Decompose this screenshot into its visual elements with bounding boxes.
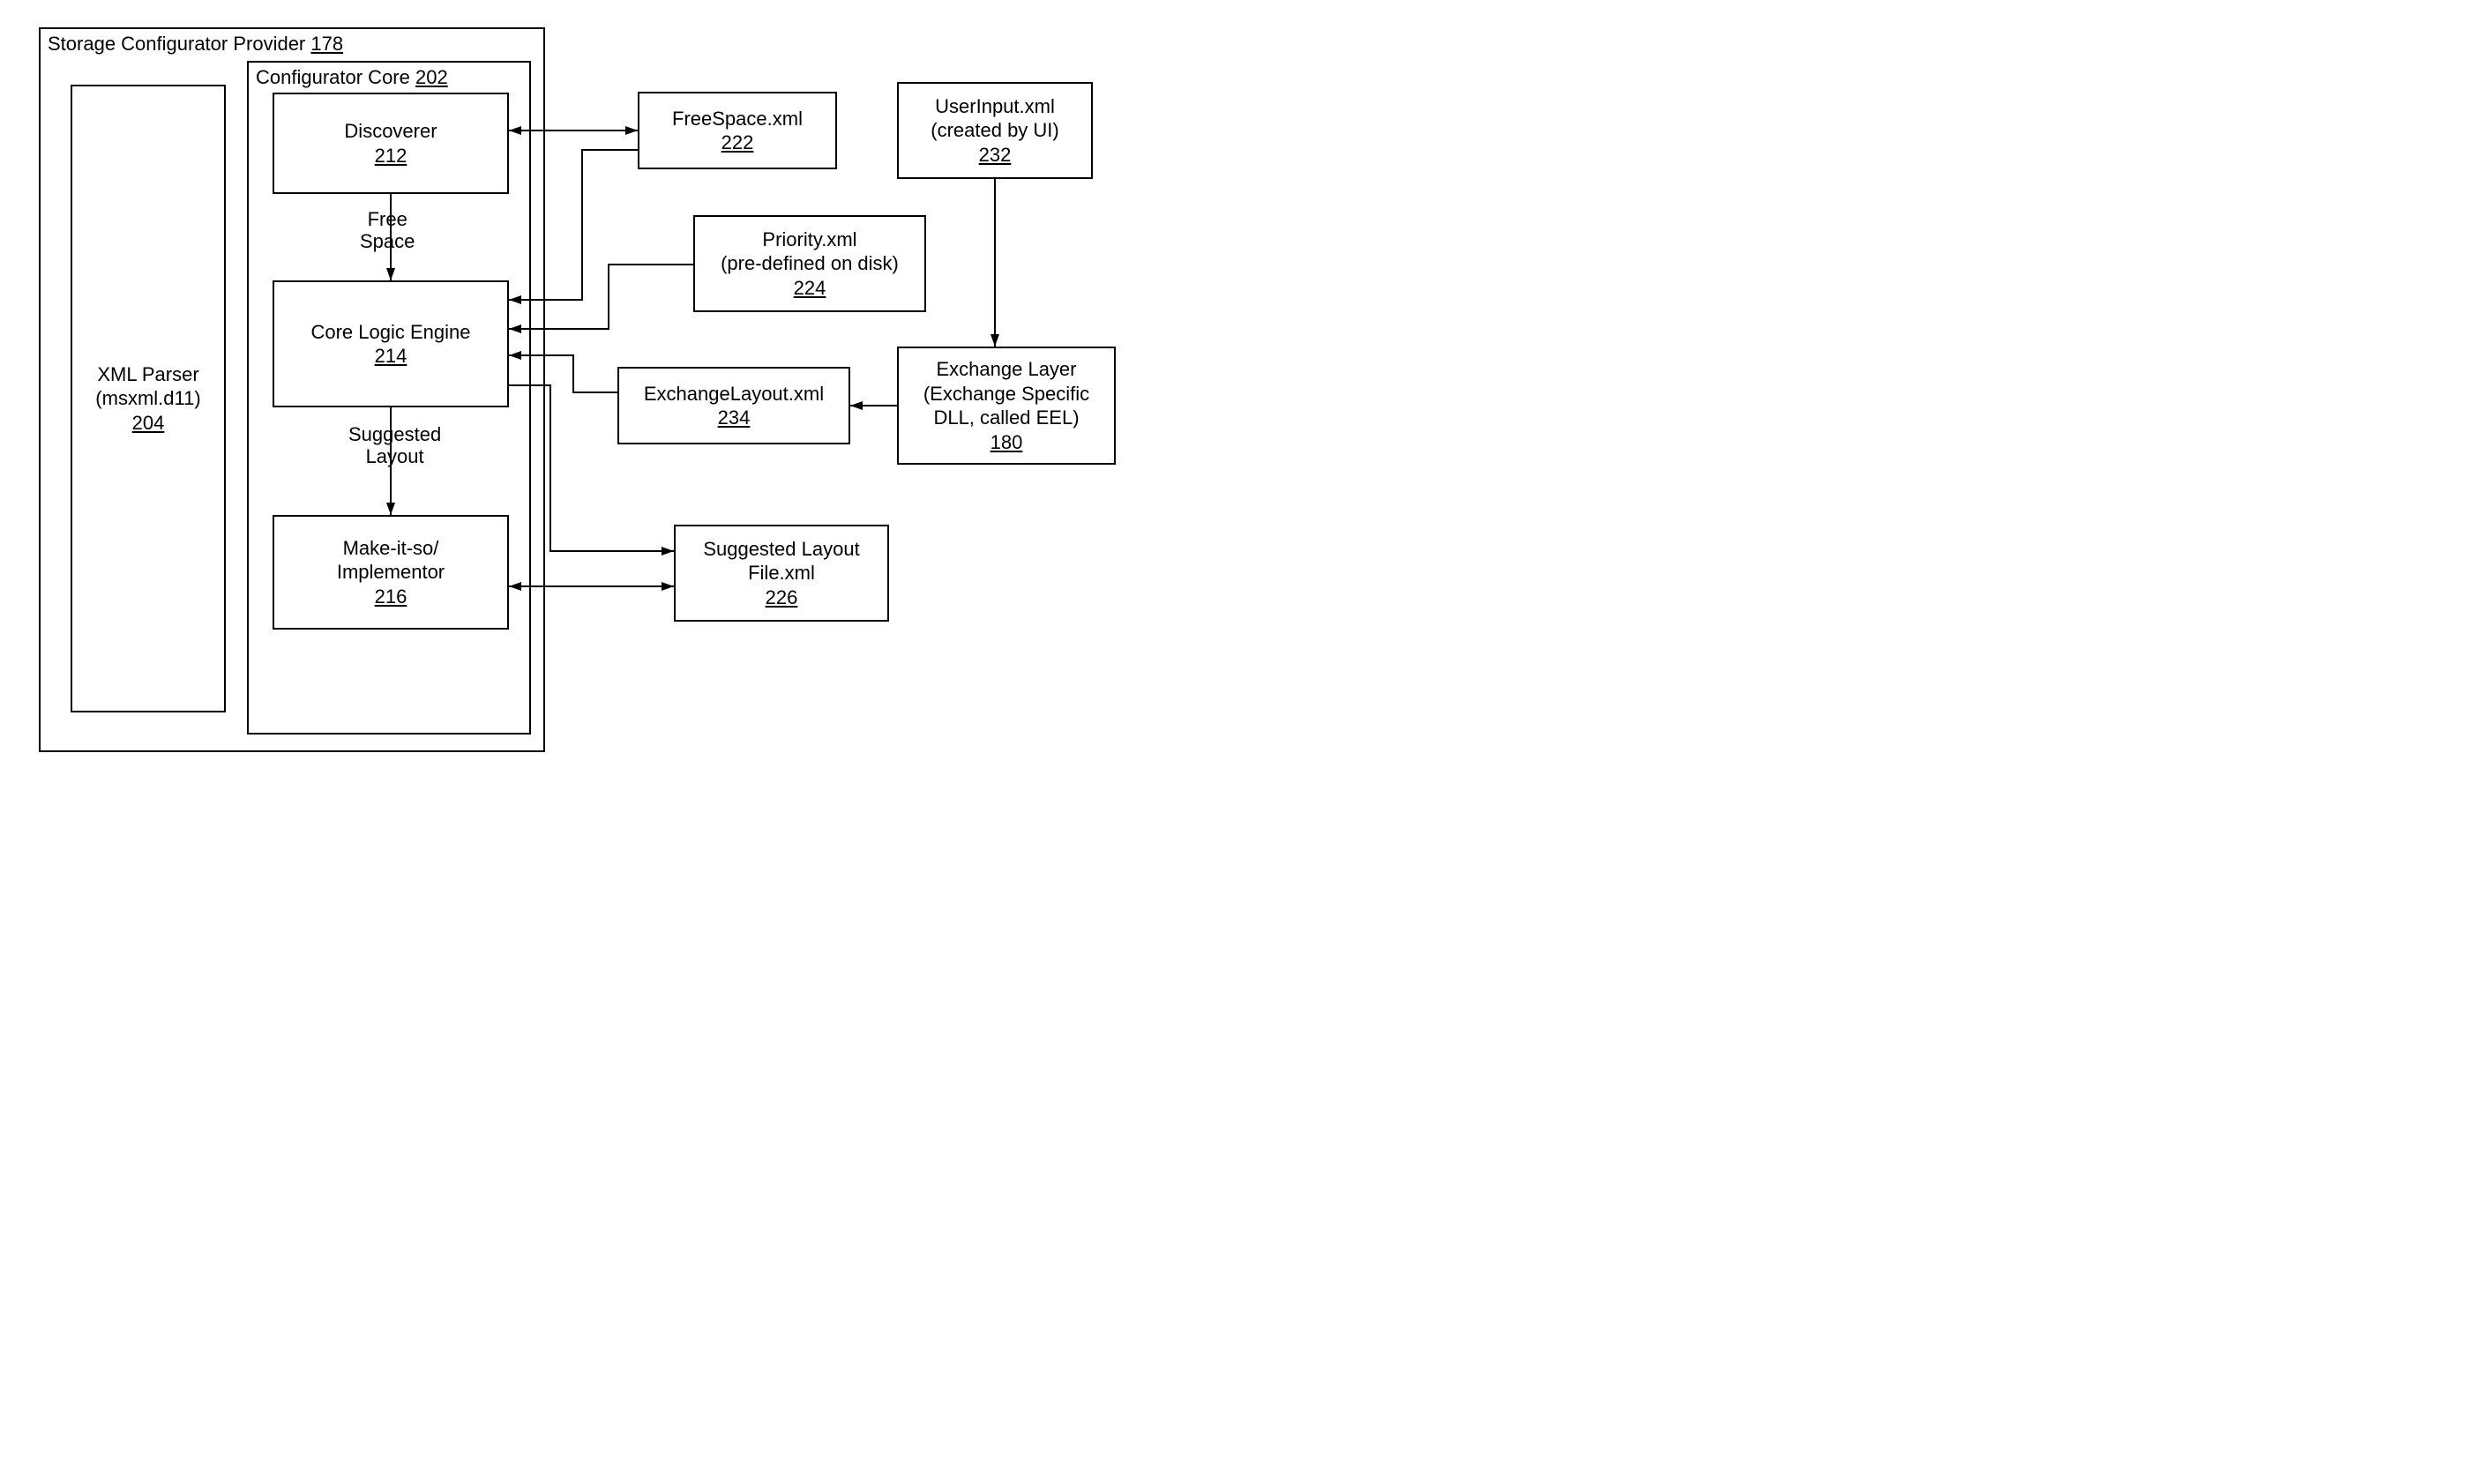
node-text: Implementor: [337, 560, 445, 585]
node-text: (msxml.d11): [95, 386, 200, 411]
node-freespace: FreeSpace.xml222: [638, 92, 837, 169]
node-corelogic: Core Logic Engine214: [273, 280, 509, 407]
container-label-provider: Storage Configurator Provider 178: [48, 33, 343, 56]
node-ref: 214: [375, 344, 407, 369]
node-ref: 212: [375, 144, 407, 168]
node-text: (created by UI): [931, 118, 1059, 143]
edge-label-lbl-suggested: SuggestedLayout: [348, 423, 441, 468]
node-exchlayer: Exchange Layer(Exchange SpecificDLL, cal…: [897, 347, 1116, 465]
node-ref: 224: [794, 276, 826, 301]
node-exchlayout: ExchangeLayout.xml234: [617, 367, 850, 444]
node-text: FreeSpace.xml: [672, 107, 803, 131]
node-ref: 180: [991, 430, 1023, 455]
edge-label-lbl-freespace: FreeSpace: [360, 208, 415, 253]
node-ref: 204: [132, 411, 165, 436]
node-text: File.xml: [748, 561, 815, 585]
node-text: (pre-defined on disk): [721, 251, 899, 276]
node-implementor: Make-it-so/Implementor216: [273, 515, 509, 630]
node-text: XML Parser: [97, 362, 198, 387]
node-text: Suggested Layout: [703, 537, 859, 562]
node-ref: 216: [375, 585, 407, 609]
node-xmlparser: XML Parser(msxml.d11)204: [71, 85, 226, 712]
node-ref: 232: [979, 143, 1012, 168]
node-text: UserInput.xml: [935, 94, 1055, 119]
node-text: (Exchange Specific: [923, 382, 1089, 406]
node-text: Make-it-so/: [343, 536, 439, 561]
node-text: ExchangeLayout.xml: [644, 382, 824, 406]
node-discoverer: Discoverer212: [273, 93, 509, 194]
node-text: Exchange Layer: [937, 357, 1077, 382]
node-userinput: UserInput.xml(created by UI)232: [897, 82, 1093, 179]
node-text: Discoverer: [344, 119, 437, 144]
node-ref: 226: [766, 585, 798, 610]
diagram-canvas: Storage Configurator Provider 178 Configu…: [0, 0, 1297, 779]
node-ref: 234: [718, 406, 751, 430]
node-ref: 222: [721, 131, 754, 155]
container-label-core: Configurator Core 202: [256, 66, 448, 89]
node-text: DLL, called EEL): [933, 406, 1079, 430]
node-text: Priority.xml: [762, 227, 856, 252]
node-suggested: Suggested LayoutFile.xml226: [674, 525, 889, 622]
node-priority: Priority.xml(pre-defined on disk)224: [693, 215, 926, 312]
node-text: Core Logic Engine: [310, 320, 470, 345]
